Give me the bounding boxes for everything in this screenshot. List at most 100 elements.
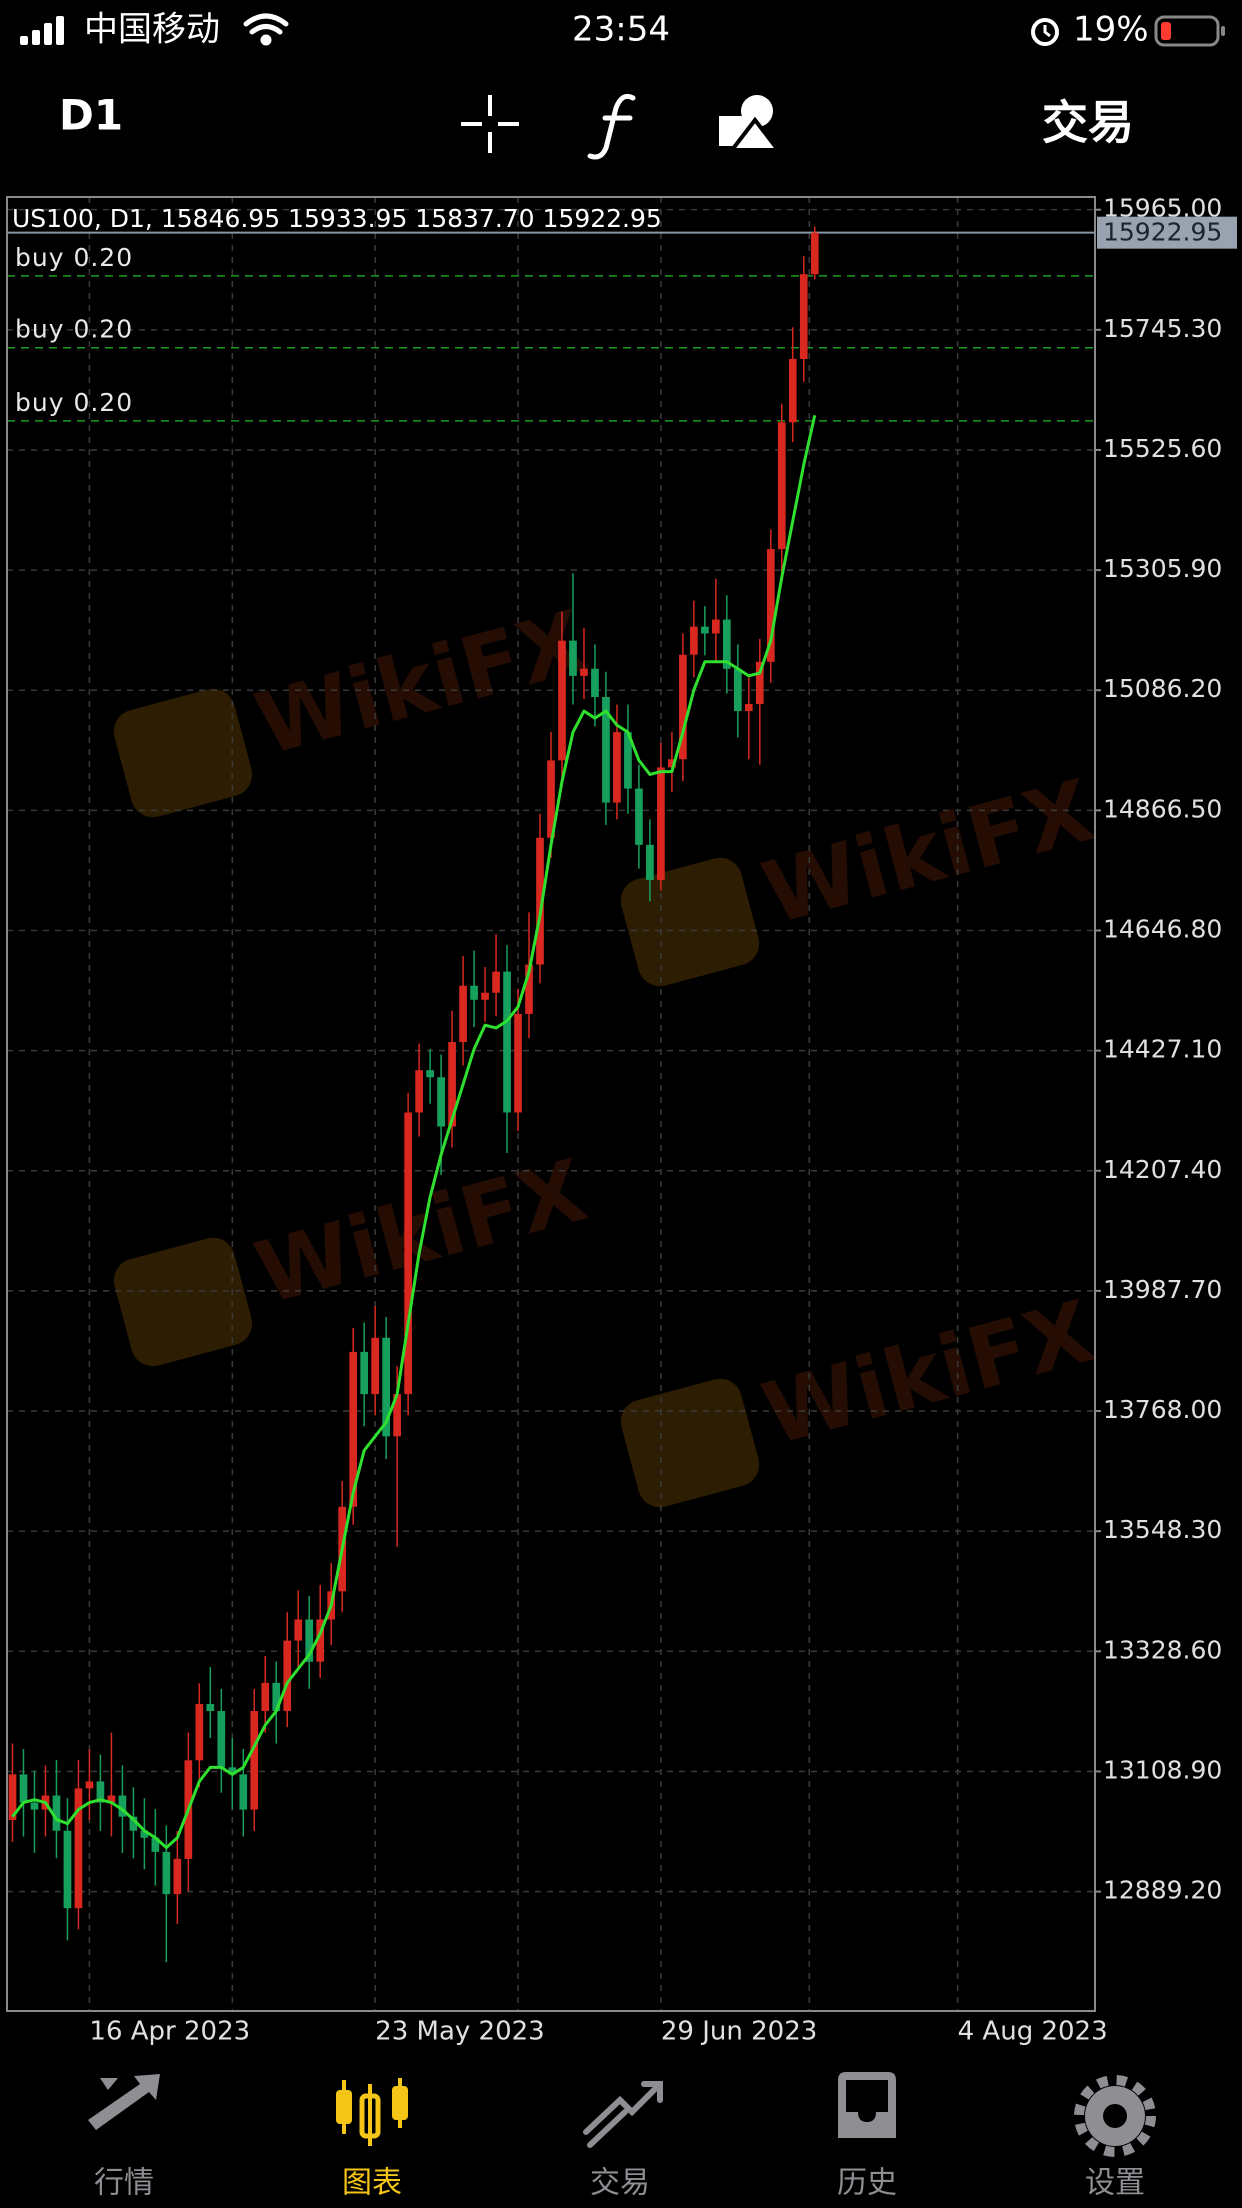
- candle-body: [602, 697, 610, 803]
- tab-label[interactable]: 设置: [1085, 2166, 1145, 2201]
- candle-body: [250, 1711, 259, 1810]
- candle-body: [162, 1851, 171, 1895]
- candle-body: [316, 1619, 325, 1662]
- candle-body: [744, 704, 753, 712]
- tab-icon-quotes[interactable]: [88, 2074, 160, 2130]
- x-tick-label: 29 Jun 2023: [661, 2017, 817, 2047]
- y-tick-label: 13548.30: [1103, 1515, 1222, 1544]
- order-label: buy 0.20: [15, 388, 133, 417]
- clock: 23:54: [572, 10, 670, 50]
- candle-body: [415, 1070, 423, 1113]
- plot-border: [6, 196, 1096, 2012]
- candle-body: [547, 760, 555, 838]
- tab-label[interactable]: 交易: [590, 2166, 650, 2201]
- current-price-label: 15922.95: [1103, 218, 1222, 247]
- candle-body: [646, 844, 654, 881]
- candle-body: [107, 1795, 116, 1803]
- candle-body: [118, 1795, 127, 1817]
- battery-percent: 19%: [1073, 10, 1149, 50]
- indicator-button[interactable]: [587, 93, 636, 160]
- tab-bar: 行情 图表 交易 历史 设置: [94, 2166, 1145, 2201]
- y-tick-label: 15745.30: [1103, 314, 1222, 343]
- tab-label[interactable]: 图表: [342, 2166, 402, 2201]
- candle-body: [514, 1013, 522, 1113]
- candle-body: [173, 1858, 182, 1895]
- tab-icon-settings[interactable]: [1074, 2075, 1156, 2157]
- candle-body: [712, 619, 720, 634]
- chart-info: US100, D1, 15846.95 15933.95 15837.70 15…: [12, 204, 662, 233]
- candle-body: [294, 1619, 303, 1641]
- candle-body: [470, 985, 478, 1000]
- y-tick-label: 12889.20: [1103, 1876, 1222, 1905]
- x-tick-label: 4 Aug 2023: [958, 2017, 1108, 2047]
- candle-body: [404, 1112, 412, 1395]
- candle-body: [437, 1077, 445, 1127]
- y-tick-label: 13108.90: [1103, 1755, 1222, 1784]
- candle-body: [668, 759, 676, 768]
- order-label: buy 0.20: [15, 315, 133, 344]
- candle-body: [448, 1042, 456, 1127]
- candle-body: [481, 992, 489, 1000]
- y-tick-label: 13328.60: [1103, 1635, 1222, 1664]
- candle-body: [74, 1788, 83, 1909]
- candle-body: [503, 971, 511, 1113]
- battery-icon: [1154, 15, 1225, 47]
- tab-icon-trade[interactable]: [583, 2081, 663, 2148]
- candle-body: [305, 1619, 314, 1662]
- candle-body: [766, 549, 775, 662]
- candle-body: [8, 1774, 17, 1821]
- crosshair-button[interactable]: [461, 95, 519, 153]
- candle-body: [591, 668, 599, 698]
- alarm-icon: [1031, 18, 1059, 46]
- tab-icon-history[interactable]: [838, 2072, 896, 2138]
- candle-body: [536, 837, 544, 965]
- candle-body: [788, 358, 797, 423]
- candle-body: [19, 1774, 28, 1803]
- candle-body: [151, 1837, 160, 1852]
- candle-body: [690, 626, 698, 655]
- x-tick-label: 23 May 2023: [375, 2017, 545, 2047]
- tab-icon-charts[interactable]: [336, 2078, 408, 2146]
- candle-body: [393, 1394, 401, 1437]
- y-tick-label: 15305.90: [1103, 554, 1222, 583]
- candle-body: [722, 619, 731, 669]
- candle-body: [140, 1830, 149, 1838]
- tab-label[interactable]: 历史: [837, 2166, 897, 2201]
- candle-body: [492, 971, 500, 993]
- candle-body: [426, 1070, 434, 1078]
- y-tick-label: 14207.40: [1103, 1155, 1222, 1184]
- y-tick-label: 14646.80: [1103, 914, 1222, 943]
- x-tick-label: 16 Apr 2023: [89, 2017, 250, 2047]
- candle-body: [52, 1795, 61, 1831]
- candle-body: [799, 274, 808, 359]
- signal-icon: [20, 16, 64, 45]
- timeframe-button[interactable]: D1: [59, 91, 123, 140]
- candle-body: [382, 1337, 390, 1437]
- candle-body: [371, 1337, 380, 1395]
- candle-body: [777, 422, 786, 550]
- candle-body: [733, 668, 742, 712]
- moving-average: [11, 414, 817, 1850]
- candle-body: [349, 1351, 358, 1507]
- candle-body: [755, 661, 764, 705]
- candle-body: [261, 1682, 270, 1712]
- candle-body: [129, 1816, 138, 1831]
- wifi-icon: [243, 13, 289, 46]
- trade-button[interactable]: 交易: [1042, 96, 1134, 150]
- candle-body: [635, 788, 643, 845]
- y-tick-label: 15525.60: [1103, 434, 1222, 463]
- candle-body: [195, 1703, 204, 1761]
- y-tick-label: 13768.00: [1103, 1395, 1222, 1424]
- candle-body: [624, 732, 632, 789]
- candle-body: [228, 1767, 237, 1775]
- tab-label[interactable]: 行情: [94, 2166, 154, 2201]
- candle-body: [701, 626, 709, 634]
- candle-body: [580, 668, 588, 676]
- candle-body: [525, 964, 533, 1014]
- candle-body: [558, 640, 566, 761]
- objects-button[interactable]: [719, 95, 783, 152]
